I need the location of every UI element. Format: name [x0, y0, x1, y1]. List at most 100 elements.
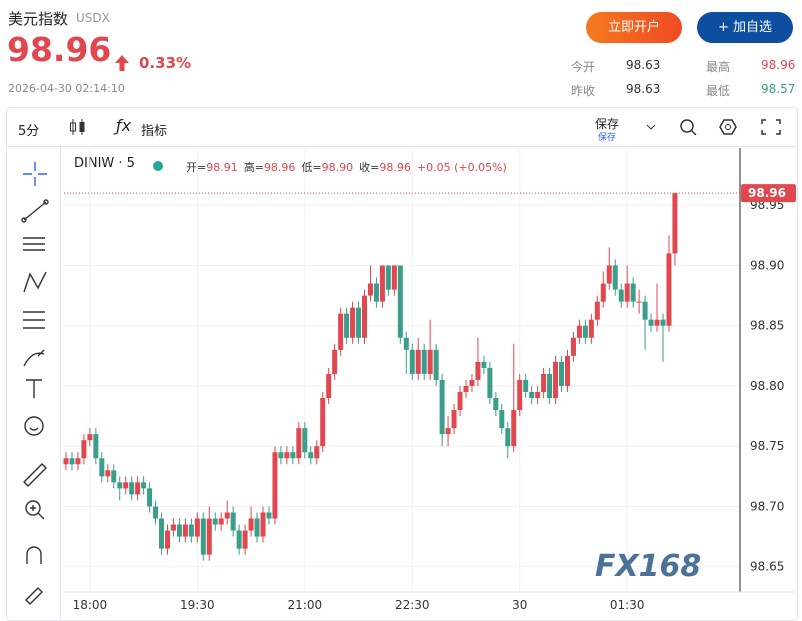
- candle-body: [642, 301, 648, 320]
- timestamp: 2026-04-30 02:14:10: [8, 82, 125, 95]
- candle-body: [618, 289, 624, 302]
- candle-body: [302, 428, 308, 453]
- candle-body: [356, 307, 362, 338]
- indicators-button[interactable]: 指标: [141, 124, 168, 139]
- save-sub: 保存: [598, 133, 617, 143]
- candle-body: [385, 265, 391, 290]
- chart-type-button[interactable]: [68, 116, 88, 138]
- candle-body: [129, 482, 135, 495]
- candle-body: [529, 391, 535, 399]
- sidebar-divider: [60, 147, 61, 619]
- candle-body: [666, 253, 672, 326]
- title: 美元指数: [8, 10, 69, 28]
- candle-body: [672, 193, 678, 254]
- candle-body: [457, 391, 463, 411]
- candle-body: [475, 361, 481, 380]
- candle-body: [612, 265, 618, 290]
- candle-body: [409, 349, 415, 374]
- candle-body: [105, 470, 111, 477]
- candle-body: [463, 385, 469, 392]
- legend-label: 高=: [244, 160, 264, 174]
- candle-body: [594, 301, 600, 320]
- candle-body: [403, 337, 409, 350]
- last-price-label: 98.96: [748, 186, 786, 200]
- candle-body: [469, 379, 475, 386]
- candle-body: [236, 530, 242, 549]
- candle-body: [582, 325, 588, 338]
- add-watchlist-button[interactable]: + 加自选: [697, 12, 793, 43]
- up-arrow: [115, 55, 129, 71]
- x-tick-label: 19:30: [180, 598, 215, 612]
- legend-label: 开=: [186, 161, 206, 174]
- candle-body: [421, 349, 427, 374]
- x-tick-label: 01:30: [610, 598, 645, 612]
- candle-body: [284, 452, 290, 459]
- candle-body: [308, 452, 314, 459]
- candle-body: [648, 319, 654, 326]
- candle-body: [332, 349, 338, 374]
- candle-body: [182, 524, 188, 537]
- candle-body: [397, 265, 403, 338]
- price: 98.96: [7, 30, 112, 69]
- candle-body: [212, 518, 218, 525]
- candle-body: [278, 452, 284, 459]
- candle-body: [564, 355, 570, 386]
- change: 0.33%: [139, 54, 192, 72]
- legend-label: 收=: [359, 160, 379, 174]
- candle-body: [194, 518, 200, 537]
- candle-body: [588, 319, 594, 338]
- candle-body: [314, 446, 320, 459]
- candle-body: [242, 530, 248, 549]
- candle-body: [75, 458, 81, 465]
- toolbar-divider: [7, 146, 797, 147]
- y-tick-label: 98.85: [750, 319, 784, 333]
- candle-body: [517, 379, 523, 411]
- candle-body: [87, 434, 93, 441]
- y-tick-label: 98.75: [750, 439, 784, 453]
- candle-body: [624, 283, 630, 302]
- legend-label: 低=: [301, 161, 321, 174]
- toolbar-icons: [646, 119, 781, 136]
- candle-body: [290, 452, 296, 459]
- candle-body: [141, 482, 147, 489]
- candle-body: [660, 319, 666, 326]
- candle-body: [451, 410, 457, 429]
- stat-value: 98.63: [626, 82, 661, 96]
- stat-label: 昨收: [571, 84, 596, 98]
- candle-body: [523, 379, 529, 392]
- open-account-button[interactable]: 立即开户: [586, 12, 682, 43]
- candle-body: [159, 518, 165, 549]
- save-button[interactable]: 保存: [595, 117, 620, 131]
- legend-value: 98.96: [264, 161, 296, 174]
- candle-body: [218, 518, 224, 525]
- candle-body: [320, 398, 326, 447]
- candle-body: [487, 367, 493, 399]
- candle-body: [63, 458, 69, 465]
- stat-label: 最高: [706, 60, 731, 74]
- candle-body: [69, 458, 75, 465]
- x-tick-label: 30: [512, 598, 527, 612]
- candle-body: [93, 434, 99, 459]
- candle-body: [81, 440, 87, 459]
- candle-body: [117, 482, 123, 489]
- candle-body: [344, 313, 350, 338]
- y-tick-label: 98.80: [750, 379, 784, 393]
- candle-body: [170, 524, 176, 531]
- candle-body: [176, 524, 182, 537]
- candle-body: [636, 301, 642, 303]
- candle-body: [266, 512, 272, 519]
- last-price-box: [741, 184, 796, 203]
- candle-body: [362, 295, 367, 338]
- candle-body: [445, 428, 451, 435]
- candle-body: [99, 458, 105, 477]
- candle-body: [254, 518, 260, 537]
- candle-body: [206, 518, 212, 555]
- candle-body: [379, 265, 385, 302]
- legend-value: 98.90: [322, 161, 354, 174]
- candle-body: [200, 518, 206, 555]
- interval-button[interactable]: 5分: [18, 124, 40, 139]
- stat-value: 98.57: [761, 82, 796, 96]
- stat-label: 今开: [571, 60, 596, 74]
